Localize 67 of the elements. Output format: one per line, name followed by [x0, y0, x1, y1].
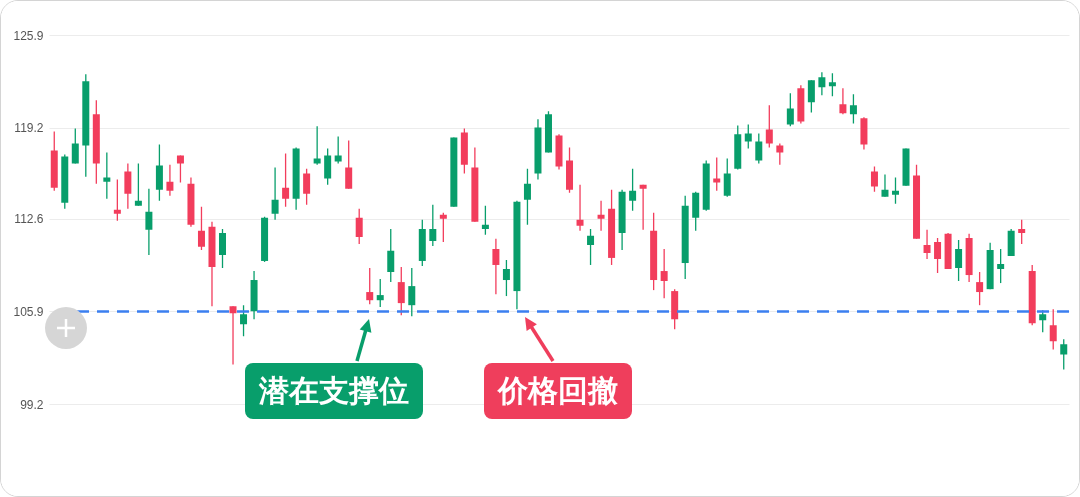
candlestick — [229, 305, 237, 366]
candlestick — [776, 142, 784, 166]
candlestick — [955, 239, 963, 282]
candlestick — [408, 267, 416, 317]
candlestick — [334, 135, 342, 165]
candlestick — [240, 304, 248, 337]
candlestick — [1060, 338, 1068, 371]
candlestick — [166, 163, 174, 197]
candlestick — [639, 184, 647, 231]
candlestick — [818, 71, 826, 96]
candlestick — [786, 92, 794, 127]
candlestick — [429, 204, 437, 247]
candlestick — [313, 125, 321, 166]
candlestick — [713, 156, 721, 192]
candlestick — [828, 72, 836, 98]
candlestick — [481, 205, 489, 236]
candlestick — [976, 271, 984, 306]
candlestick — [113, 178, 121, 222]
candlestick — [923, 229, 931, 260]
candlestick — [807, 79, 815, 114]
candlestick — [387, 228, 395, 283]
candlestick — [271, 166, 279, 221]
y-tick-label: 105.9 — [13, 304, 44, 319]
y-tick-label: 119.2 — [14, 121, 44, 136]
candlestick — [881, 173, 889, 198]
candlestick — [587, 228, 595, 266]
candlestick — [660, 248, 668, 299]
candlestick — [576, 184, 584, 232]
y-tick-label: 112.6 — [14, 212, 44, 227]
annotation: 价格回撤 — [484, 363, 632, 419]
candlestick — [744, 123, 752, 150]
candlestick — [755, 132, 763, 165]
candlestick — [376, 278, 384, 308]
candlestick — [523, 167, 531, 226]
candlestick — [723, 157, 731, 198]
candlestick — [397, 266, 405, 316]
candlestick — [997, 248, 1005, 284]
candlestick — [282, 152, 290, 208]
candlestick — [1018, 219, 1026, 245]
candlestick — [71, 127, 79, 165]
candlestick — [345, 139, 353, 190]
candlestick — [765, 104, 773, 149]
candlestick — [134, 162, 142, 207]
candlestick — [1049, 308, 1057, 351]
candlestick — [439, 212, 447, 243]
candlestick — [629, 167, 637, 212]
candlestick — [355, 208, 363, 245]
candlestick — [324, 147, 332, 186]
candlestick — [103, 151, 111, 200]
candlestick — [303, 167, 311, 206]
candlestick — [124, 162, 132, 210]
candlestick — [366, 267, 374, 305]
candlestick — [891, 176, 899, 205]
candlestick — [197, 206, 205, 251]
candlestick — [145, 188, 153, 256]
annotation: 潜在支撑位 — [245, 363, 423, 419]
candlestick — [849, 93, 857, 125]
candlestick — [839, 87, 847, 115]
y-tick-label: 125.9 — [13, 28, 44, 43]
candlestick — [934, 237, 942, 274]
candlestick — [492, 238, 500, 295]
y-tick-label: 99.2 — [20, 397, 44, 412]
candlestick — [176, 154, 184, 184]
candlestick — [219, 228, 227, 269]
candlestick — [502, 259, 510, 297]
candlestick — [597, 200, 605, 232]
candlestick — [870, 165, 878, 193]
